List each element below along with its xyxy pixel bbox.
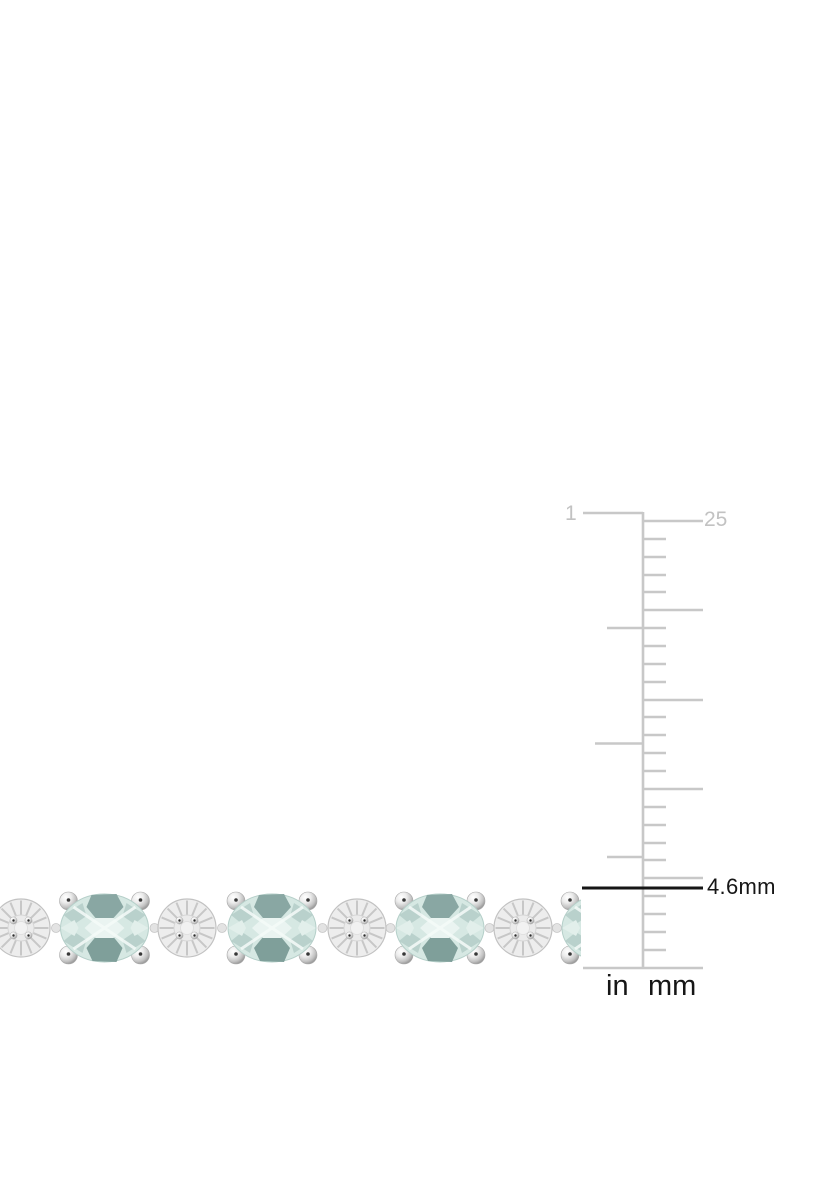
ruler-ticks — [583, 511, 703, 970]
oval-stone — [58, 890, 151, 966]
ruler-mm-top-value: 25 — [704, 508, 728, 531]
round-setting — [0, 898, 51, 958]
oval-stone — [393, 890, 487, 966]
bracelet-photo — [0, 890, 581, 966]
round-setting — [493, 898, 553, 958]
oval-stone — [225, 890, 319, 966]
ruler-inch-top-value: 1 — [565, 502, 577, 525]
round-setting — [157, 898, 217, 958]
measurement-ruler — [582, 511, 703, 970]
ruler-inch-unit-label: in — [606, 970, 629, 1002]
ruler-mm-unit-label: mm — [648, 970, 697, 1002]
round-setting — [327, 898, 387, 958]
measurement-value-label: 4.6mm — [707, 874, 776, 899]
